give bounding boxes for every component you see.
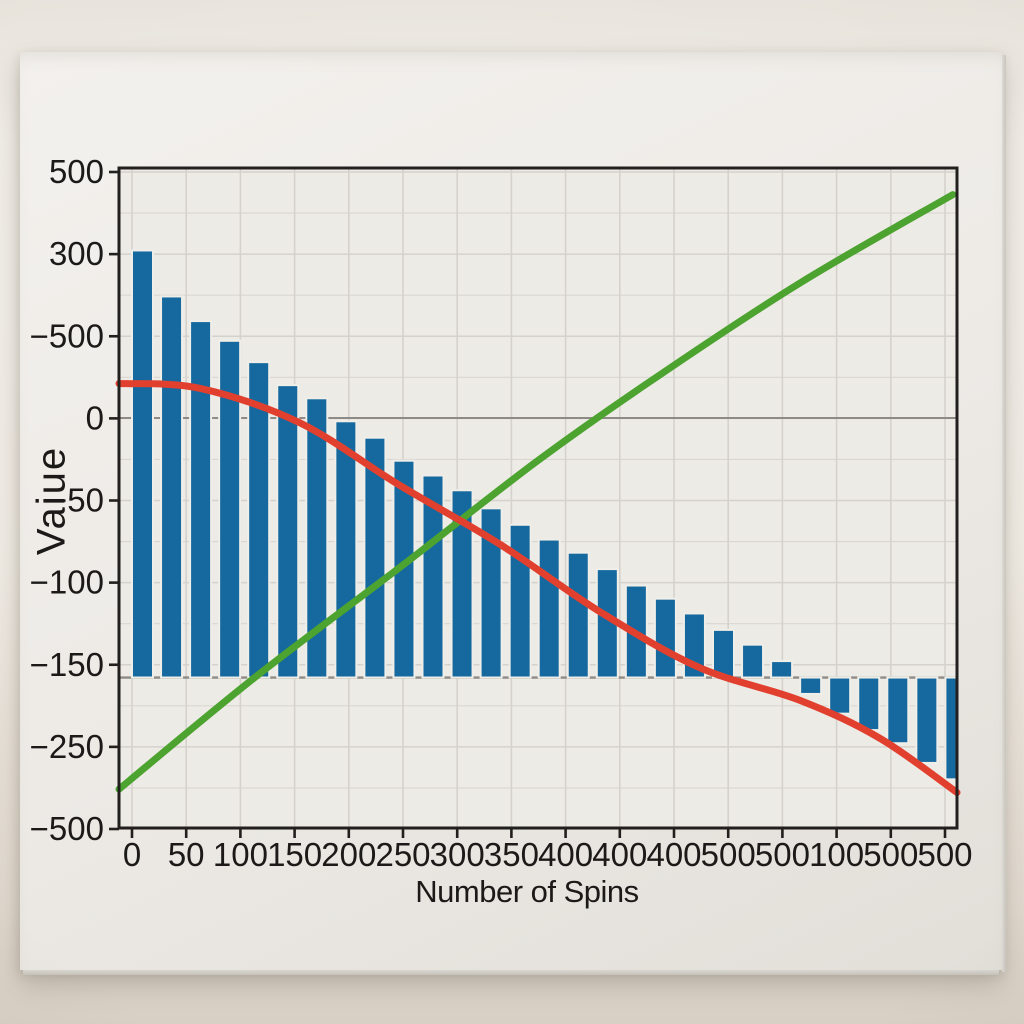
x-tick-label: 500 — [755, 836, 810, 873]
bar — [218, 339, 242, 679]
y-tick-label: 500 — [49, 153, 104, 190]
bar — [828, 676, 852, 715]
bar — [915, 676, 939, 764]
x-tick-label: 0 — [123, 836, 141, 873]
y-tick-label: −150 — [30, 646, 104, 683]
x-tick-label: 300 — [430, 836, 485, 873]
bar — [653, 597, 677, 679]
x-tick-label: 200 — [321, 836, 376, 873]
bar — [712, 628, 735, 679]
y-tick-label: −250 — [30, 728, 104, 765]
y-tick-label: −500 — [30, 810, 104, 847]
bar — [886, 676, 910, 745]
y-tick-label: −500 — [30, 317, 104, 354]
bar — [421, 474, 445, 679]
canvas-bottom-edge — [23, 970, 999, 975]
red-curve — [115, 380, 961, 796]
x-tick-label: 400 — [538, 836, 593, 873]
bar — [450, 489, 474, 679]
y-axis-title: Vaiue — [29, 445, 74, 556]
bar — [160, 295, 184, 679]
plot-frame — [117, 166, 959, 830]
x-tick-label: 350 — [484, 836, 539, 873]
green-curve — [115, 191, 957, 793]
bar — [741, 643, 765, 679]
bar — [537, 538, 561, 679]
x-tick-label: 400 — [646, 836, 701, 873]
bar — [189, 320, 213, 679]
bar — [566, 551, 590, 679]
x-tick-label: 150 — [267, 836, 322, 873]
x-axis-title: Number of Spins — [415, 874, 639, 909]
x-tick-label: 500 — [863, 836, 918, 873]
y-tick-label: 0 — [86, 399, 104, 436]
canvas-right-edge — [1002, 55, 1006, 972]
bar — [857, 676, 881, 732]
bar — [276, 384, 300, 679]
x-tick-label: 100 — [809, 836, 864, 873]
y-tick-label: −100 — [30, 564, 104, 601]
bar — [770, 660, 794, 679]
bar — [479, 507, 503, 679]
x-tick-label: 400 — [592, 836, 647, 873]
x-tick-label: 500 — [701, 836, 756, 873]
bar — [508, 523, 532, 679]
bar — [305, 397, 329, 679]
bar — [363, 436, 387, 679]
bar — [799, 676, 823, 695]
x-tick-label: 50 — [168, 836, 205, 873]
x-tick-label: 100 — [213, 836, 268, 873]
bar — [131, 249, 154, 679]
x-tick-label: 500 — [917, 836, 972, 873]
y-tick-label: 300 — [49, 235, 104, 272]
x-tick-label: 250 — [375, 836, 430, 873]
y-tick-label: −50 — [48, 482, 104, 519]
bar — [334, 420, 358, 679]
